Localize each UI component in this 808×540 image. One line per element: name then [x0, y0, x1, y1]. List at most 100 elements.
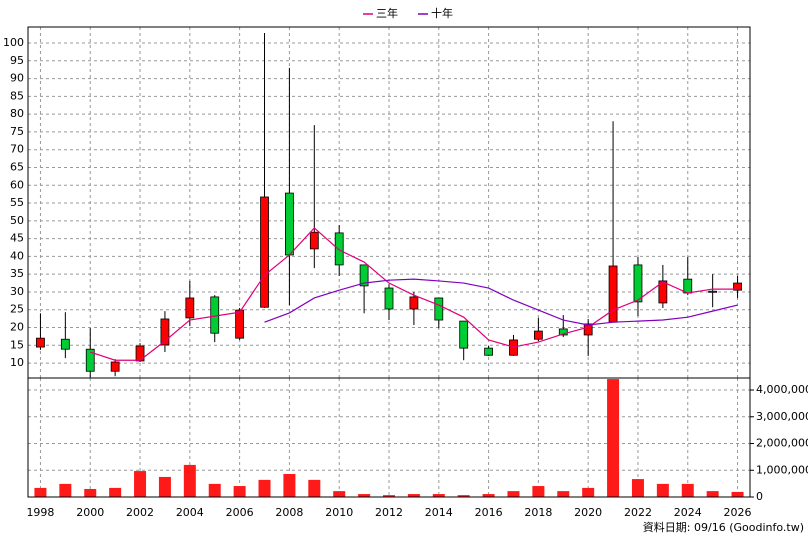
x-tick-label: 1998	[26, 506, 54, 519]
y-tick-label: 100	[3, 36, 24, 49]
y-tick-label: 85	[10, 89, 24, 102]
volume-bar	[134, 471, 147, 497]
candle-body	[60, 338, 70, 350]
volume-bar	[681, 483, 694, 497]
x-tick-label: 2024	[674, 506, 702, 519]
volume-bar	[457, 495, 470, 497]
volume-bar	[607, 379, 620, 497]
x-tick-label: 2020	[574, 506, 602, 519]
candle-body	[210, 296, 220, 334]
volume-bar	[432, 494, 445, 497]
candle-body	[359, 264, 369, 287]
y-tick-label: 95	[10, 54, 24, 67]
y-tick-label: 35	[10, 267, 24, 280]
moving-average-line	[90, 227, 738, 361]
candle-body	[135, 345, 145, 362]
candle-body	[558, 328, 568, 336]
candle-body	[235, 309, 245, 339]
y-tick-label: 50	[10, 214, 24, 227]
volume-bar	[358, 494, 371, 497]
moving-average-line	[264, 278, 738, 326]
y2-tick-label: 4,000,000	[756, 383, 808, 396]
candle-body	[459, 320, 469, 349]
candle-body	[334, 232, 344, 266]
y2-tick-label: 1,000,000	[756, 463, 808, 476]
x-tick-label: 2006	[226, 506, 254, 519]
volume-bar	[656, 483, 669, 497]
candle-body	[36, 337, 45, 348]
y-tick-label: 65	[10, 160, 24, 173]
y-tick-label: 80	[10, 107, 24, 120]
volume-bar	[407, 494, 420, 497]
volume-bar	[582, 487, 595, 497]
y-tick-label: 30	[10, 285, 24, 298]
candle-body	[85, 348, 95, 372]
y-tick-label: 15	[10, 338, 24, 351]
volume-bar	[183, 464, 196, 497]
volume-bar	[731, 491, 744, 497]
candle-body	[633, 264, 643, 303]
volume-bar	[84, 488, 97, 497]
y-tick-label: 90	[10, 72, 24, 85]
legend-label: 十年	[431, 6, 453, 20]
plot-frame	[27, 377, 751, 498]
volume-bar	[158, 476, 171, 497]
volume-bar	[233, 486, 246, 497]
candle-body	[110, 361, 120, 372]
volume-bar	[283, 474, 296, 497]
candle-body	[533, 330, 543, 340]
x-tick-label: 2010	[325, 506, 353, 519]
y-tick-label: 60	[10, 178, 24, 191]
candle-body	[185, 297, 195, 319]
volume-bar	[59, 483, 72, 497]
volume-bar	[308, 479, 321, 497]
x-tick-label: 2008	[275, 506, 303, 519]
volume-bar	[109, 487, 122, 497]
x-tick-label: 2014	[425, 506, 453, 519]
candle-body	[608, 265, 618, 323]
volume-bar	[532, 486, 545, 497]
volume-bar	[333, 491, 346, 497]
y-tick-label: 55	[10, 196, 24, 209]
candle-body	[708, 290, 718, 293]
volume-bar	[258, 479, 271, 497]
candle-body	[683, 278, 693, 294]
x-tick-label: 2000	[76, 506, 104, 519]
y2-tick-label: 3,000,000	[756, 410, 808, 423]
candle-body	[285, 192, 294, 256]
candle-body	[484, 347, 493, 356]
volume-bar	[507, 491, 520, 497]
volume-bar	[383, 495, 395, 497]
x-tick-label: 2004	[176, 506, 204, 519]
y2-tick-label: 0	[756, 490, 763, 503]
volume-bar	[34, 487, 47, 497]
candle-body	[434, 297, 444, 321]
candle-body	[409, 296, 419, 310]
x-tick-label: 2026	[724, 506, 752, 519]
y-tick-label: 70	[10, 143, 24, 156]
y-tick-label: 40	[10, 249, 24, 262]
volume-bar	[482, 494, 495, 497]
x-tick-label: 2002	[126, 506, 154, 519]
y-tick-label: 10	[10, 356, 24, 369]
candle-body	[658, 280, 668, 304]
legend-label: 三年	[376, 6, 398, 20]
y2-tick-label: 2,000,000	[756, 437, 808, 450]
x-tick-label: 2022	[624, 506, 652, 519]
y-tick-label: 45	[10, 232, 24, 245]
volume-bar	[557, 491, 570, 497]
candle-body	[309, 231, 319, 250]
footer: 資料日期: 09/16 (Goodinfo.tw)	[643, 520, 804, 534]
candle-body	[384, 287, 394, 310]
volume-bar	[208, 483, 221, 497]
x-tick-label: 2012	[375, 506, 403, 519]
candle-body	[733, 282, 742, 291]
candle-body	[583, 323, 593, 336]
candle-body	[160, 318, 170, 346]
volume-bar	[706, 491, 719, 497]
y-tick-label: 25	[10, 303, 24, 316]
x-tick-label: 2016	[475, 506, 503, 519]
candle-body	[260, 196, 269, 308]
